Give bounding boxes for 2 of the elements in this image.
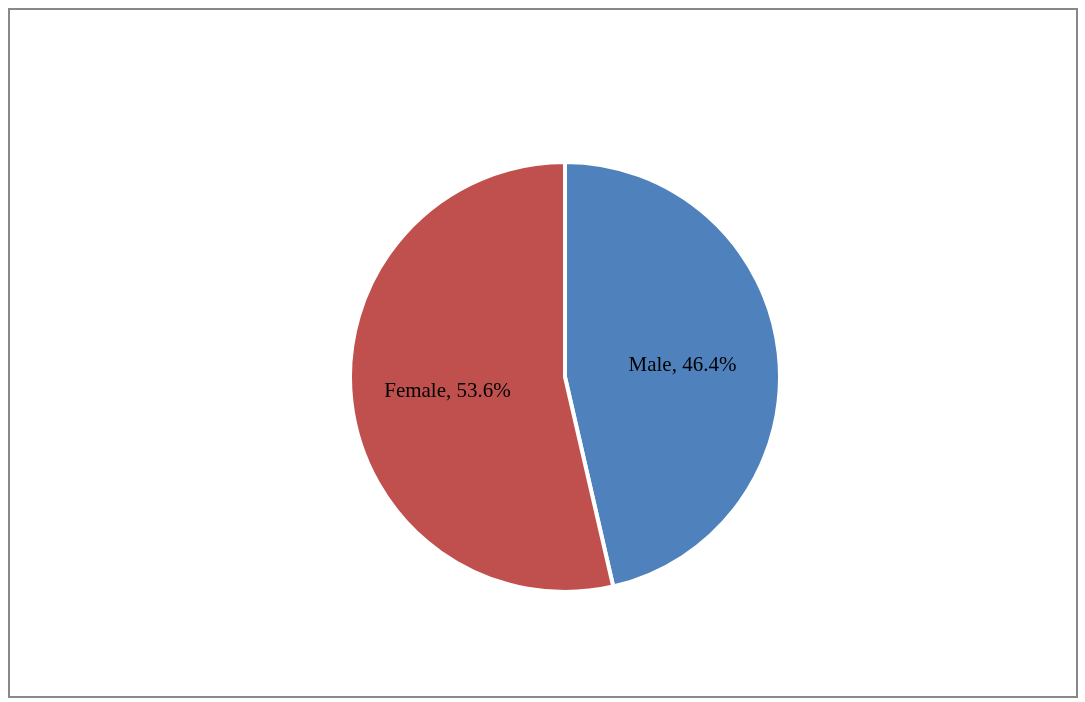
slice-label: Female, 53.6% bbox=[384, 378, 511, 403]
slice-label: Male, 46.4% bbox=[628, 351, 737, 376]
